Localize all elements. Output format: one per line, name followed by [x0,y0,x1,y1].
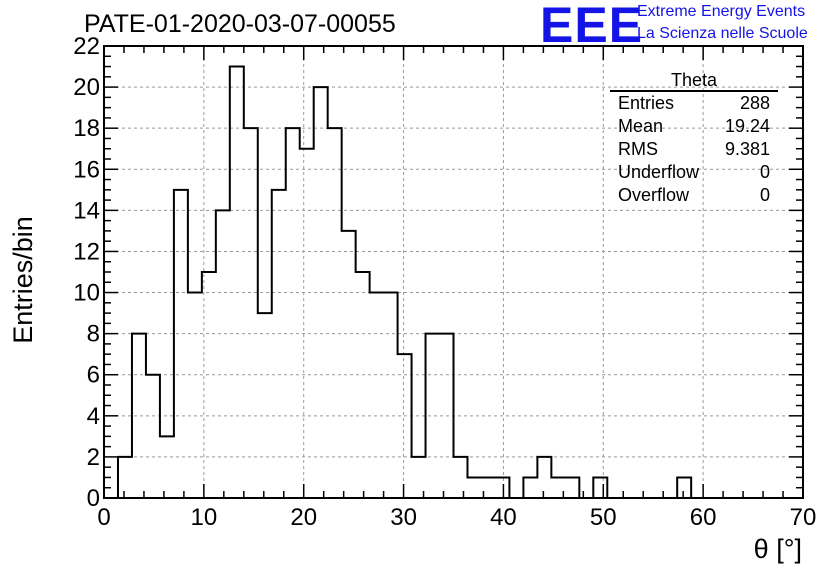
y-tick-label: 0 [87,485,100,512]
stats-row: Entries 288 [610,92,778,115]
axis-ticks [103,45,804,499]
stats-label: Mean [618,116,664,136]
stats-row: Overflow 0 [610,184,778,207]
y-tick-labels: 0 2 4 6 8 10 12 14 16 18 20 22 [73,33,100,512]
stats-row: RMS 9.381 [610,138,778,161]
x-tick-label: 0 [97,504,110,531]
stats-label: Entries [618,93,675,113]
y-tick-label: 2 [87,444,100,471]
y-tick-label: 12 [73,238,100,265]
y-tick-label: 22 [73,33,100,60]
stats-label: Overflow [618,185,690,205]
y-tick-label: 10 [73,280,100,307]
stats-value: 0 [759,185,770,205]
stats-label: RMS [618,139,658,159]
y-tick-label: 14 [73,197,100,224]
y-tick-label: 18 [73,115,100,142]
histogram-series [104,65,803,499]
logo-line-1: Extreme Energy Events [637,3,806,20]
x-tick-label: 30 [390,504,417,531]
x-tick-label: 50 [590,504,617,531]
chart-title: PATE-01-2020-03-07-00055 [84,10,396,38]
x-tick-label: 70 [790,504,817,531]
y-tick-label: 16 [73,156,100,183]
y-tick-label: 4 [87,403,100,430]
x-tick-label: 60 [690,504,717,531]
y-tick-label: 20 [73,74,100,101]
y-axis-label: Entries/bin [8,216,38,344]
x-axis-label: θ [°] [753,534,802,564]
x-tick-label: 40 [490,504,517,531]
stats-value: 19.24 [724,116,770,136]
logo-line-2: La Scienza nelle Scuole [637,25,808,42]
stats-row: Mean 19.24 [610,115,778,138]
x-tick-label: 20 [290,504,317,531]
eee-logo: EEE [540,0,644,53]
stats-value: 288 [739,93,770,113]
stats-value: 0 [759,162,770,182]
stats-value: 9.381 [724,139,770,159]
stats-row: Underflow 0 [610,161,778,184]
y-tick-label: 6 [87,362,100,389]
y-tick-label: 8 [87,321,100,348]
stats-title: Theta [610,70,778,92]
stats-box: Theta Entries 288 Mean 19.24 RMS 9.381 U… [610,70,778,207]
stats-label: Underflow [618,162,700,182]
x-tick-label: 10 [191,504,218,531]
x-tick-labels: 0 10 20 30 40 50 60 70 [97,504,816,531]
